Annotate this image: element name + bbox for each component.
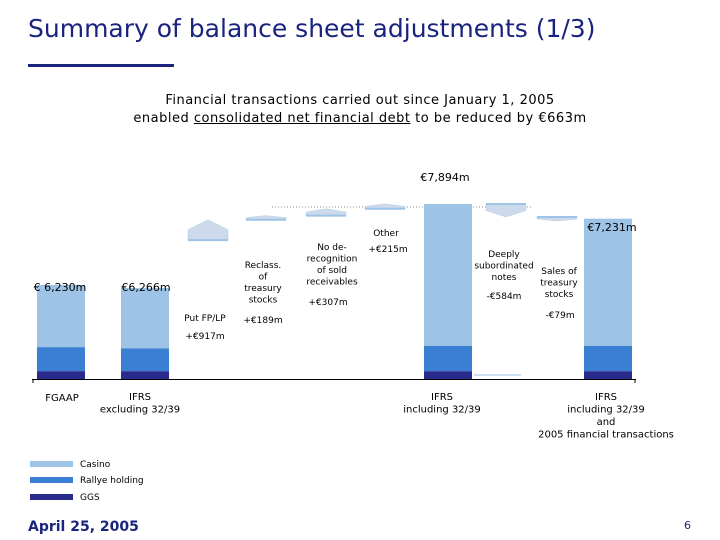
waterfall-step-put-fp-lp — [187, 219, 229, 241]
subtitle-line-2-end: to be reduced by €663m — [415, 111, 587, 126]
step-name-other: Other — [373, 229, 399, 239]
step-value-no-derecognition: +€307m — [308, 298, 347, 308]
footer-date: April 25, 2005 — [28, 519, 139, 535]
step-name-deeply-subordinated: Deeply subordinated notes — [474, 250, 533, 283]
subtitle-line-2-start: enabled — [133, 111, 190, 126]
title-underline — [28, 64, 174, 67]
step-value-put-fp-lp: +€917m — [185, 332, 224, 342]
category-label-ifrs-excl: IFRS excluding 32/39 — [100, 392, 180, 416]
bar-total-ifrs-incl-2005: €7,231m — [587, 221, 636, 234]
step-name-reclass-treasury: Reclass. of treasury stocks — [244, 261, 282, 306]
step-value-other: +€215m — [368, 245, 407, 255]
bar-fgaap-casino — [37, 285, 85, 348]
legend-label-ggs: GGS — [80, 493, 100, 503]
category-label-ifrs-incl-2005: IFRS including 32/39 and 2005 financial tra… — [538, 392, 674, 441]
waterfall-step-no-derecognition — [305, 208, 347, 216]
step-name-put-fp-lp: Put FP/LP — [184, 314, 226, 324]
step-value-reclass-treasury: +€189m — [243, 316, 282, 326]
step-name-sales-treasury: Sales of treasury stocks — [540, 267, 578, 300]
bar-ifrs-excl-ggs — [121, 371, 169, 379]
waterfall-step-deeply-subordinated — [485, 203, 527, 218]
legend-swatch-ggs — [30, 494, 73, 500]
step-value-deeply-subordinated: -€584m — [487, 292, 522, 302]
bar-ifrs-incl-casino — [424, 204, 472, 346]
category-label-ifrs-incl: IFRS including 32/39 — [403, 392, 481, 416]
bar-ifrs-incl-rallye-holding — [424, 345, 472, 372]
legend-swatch-casino — [30, 461, 73, 467]
subtitle-underlined-phrase: consolidated net financial debt — [193, 111, 411, 126]
bar-fgaap-rallye-holding — [37, 347, 85, 372]
bar-ifrs-excl-casino — [121, 288, 169, 349]
legend-swatch-rallye-holding — [30, 477, 73, 483]
page-title: Summary of balance sheet adjustments (1/… — [28, 14, 596, 43]
step-value-sales-treasury: -€79m — [545, 311, 574, 321]
subtitle-line-2: enabled consolidated net financial debt … — [0, 111, 720, 126]
bar-ifrs-incl-2005-ggs — [584, 371, 632, 379]
bar-ifrs-incl-2005-rallye-holding — [584, 345, 632, 372]
bar-ifrs-incl-ggs — [424, 371, 472, 379]
subtitle-line-1: Financial transactions carried out since… — [165, 93, 555, 108]
bar-fgaap-ggs — [37, 371, 85, 379]
bar-total-ifrs-excl: €6,266m — [121, 281, 170, 294]
category-label-fgaap: FGAAP — [45, 393, 79, 404]
bar-total-fgaap: € 6,230m — [34, 281, 87, 294]
bar-ifrs-incl-2005-casino — [584, 218, 632, 346]
legend-label-rallye-holding: Rallye holding — [80, 476, 144, 486]
step-name-no-derecognition: No de-recognition of sold receivables — [306, 243, 358, 288]
legend-label-casino: Casino — [80, 460, 111, 470]
bar-total-ifrs-incl: €7,894m — [420, 171, 469, 184]
page-number: 6 — [684, 519, 691, 532]
bar-ifrs-excl-rallye-holding — [121, 348, 169, 372]
